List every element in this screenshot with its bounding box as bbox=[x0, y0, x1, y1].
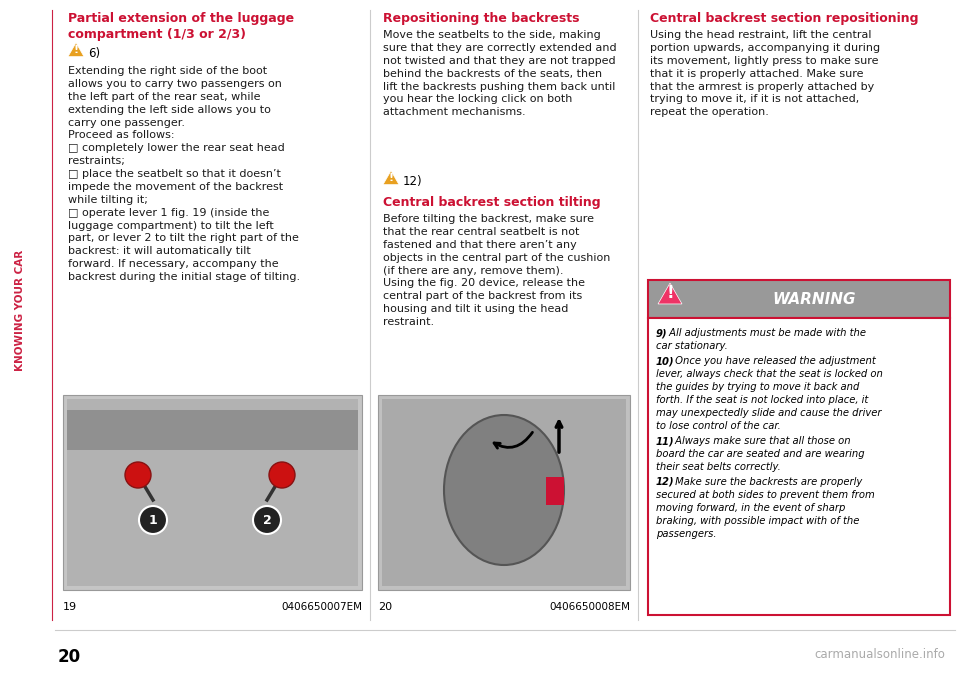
Text: Repositioning the backrests: Repositioning the backrests bbox=[383, 12, 580, 25]
Text: Extending the right side of the boot
allows you to carry two passengers on
the l: Extending the right side of the boot all… bbox=[68, 66, 300, 282]
Text: 11): 11) bbox=[656, 436, 675, 446]
Bar bbox=[648, 318, 950, 615]
Text: KNOWING YOUR CAR: KNOWING YOUR CAR bbox=[15, 250, 25, 371]
Ellipse shape bbox=[444, 415, 564, 565]
Text: WARNING: WARNING bbox=[772, 292, 855, 306]
Text: lever, always check that the seat is locked on: lever, always check that the seat is loc… bbox=[656, 369, 883, 379]
Text: 19: 19 bbox=[63, 602, 77, 612]
Text: the guides by trying to move it back and: the guides by trying to move it back and bbox=[656, 382, 859, 392]
Circle shape bbox=[139, 506, 167, 534]
Text: carmanualsonline.info: carmanualsonline.info bbox=[814, 648, 945, 661]
Text: Once you have released the adjustment: Once you have released the adjustment bbox=[672, 356, 876, 366]
Bar bbox=[378, 395, 630, 590]
Text: moving forward, in the event of sharp: moving forward, in the event of sharp bbox=[656, 503, 846, 513]
Polygon shape bbox=[68, 43, 84, 57]
Circle shape bbox=[253, 506, 281, 534]
Text: car stationary.: car stationary. bbox=[656, 341, 728, 351]
Text: Central backrest section tilting: Central backrest section tilting bbox=[383, 196, 601, 209]
Text: 20: 20 bbox=[58, 648, 82, 666]
Bar bbox=[67, 399, 358, 586]
Circle shape bbox=[125, 462, 151, 488]
Bar bbox=[67, 410, 358, 450]
Text: !: ! bbox=[73, 45, 79, 55]
Text: 10): 10) bbox=[656, 356, 675, 366]
Text: braking, with possible impact with of the: braking, with possible impact with of th… bbox=[656, 516, 859, 526]
Text: 12): 12) bbox=[656, 477, 675, 487]
Text: 20: 20 bbox=[378, 602, 392, 612]
Polygon shape bbox=[658, 283, 682, 304]
Text: 6): 6) bbox=[88, 47, 100, 60]
Text: All adjustments must be made with the: All adjustments must be made with the bbox=[666, 328, 866, 338]
Text: 0406650007EM: 0406650007EM bbox=[281, 602, 362, 612]
Text: to lose control of the car.: to lose control of the car. bbox=[656, 421, 780, 431]
Text: 1: 1 bbox=[149, 513, 157, 527]
Text: forth. If the seat is not locked into place, it: forth. If the seat is not locked into pl… bbox=[656, 395, 868, 405]
Text: 12): 12) bbox=[403, 175, 422, 188]
Text: secured at both sides to prevent them from: secured at both sides to prevent them fr… bbox=[656, 490, 875, 500]
Text: !: ! bbox=[389, 173, 394, 182]
Text: Make sure the backrests are properly: Make sure the backrests are properly bbox=[672, 477, 862, 487]
Text: Move the seatbelts to the side, making
sure that they are correctly extended and: Move the seatbelts to the side, making s… bbox=[383, 30, 616, 117]
Text: Central backrest section repositioning: Central backrest section repositioning bbox=[650, 12, 919, 25]
Text: !: ! bbox=[666, 284, 674, 302]
Text: passengers.: passengers. bbox=[656, 529, 716, 539]
Circle shape bbox=[269, 462, 295, 488]
Bar bbox=[382, 399, 626, 586]
Text: Using the head restraint, lift the central
portion upwards, accompanying it duri: Using the head restraint, lift the centr… bbox=[650, 30, 880, 117]
Text: board the car are seated and are wearing: board the car are seated and are wearing bbox=[656, 449, 865, 459]
Text: Partial extension of the luggage
compartment (1/3 or 2/3): Partial extension of the luggage compart… bbox=[68, 12, 294, 41]
Text: 0406650008EM: 0406650008EM bbox=[549, 602, 630, 612]
Bar bbox=[648, 280, 950, 318]
Text: their seat belts correctly.: their seat belts correctly. bbox=[656, 462, 780, 472]
Text: 2: 2 bbox=[263, 513, 272, 527]
Polygon shape bbox=[383, 171, 399, 184]
Text: Before tilting the backrest, make sure
that the rear central seatbelt is not
fas: Before tilting the backrest, make sure t… bbox=[383, 214, 611, 327]
Bar bbox=[63, 395, 362, 590]
Bar bbox=[546, 477, 564, 505]
Text: may unexpectedly slide and cause the driver: may unexpectedly slide and cause the dri… bbox=[656, 408, 881, 418]
Text: 9): 9) bbox=[656, 328, 667, 338]
Text: Always make sure that all those on: Always make sure that all those on bbox=[672, 436, 851, 446]
